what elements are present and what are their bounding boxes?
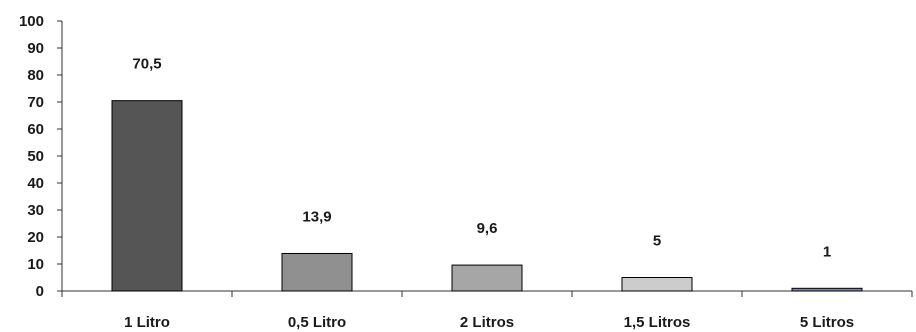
- category-label: 1,5 Litros: [624, 314, 691, 331]
- y-tick-label: 0: [36, 283, 44, 300]
- y-tick-label: 20: [27, 229, 44, 246]
- category-label: 0,5 Litro: [288, 314, 346, 331]
- bar: [621, 277, 693, 292]
- y-tick-label: 90: [27, 40, 44, 57]
- y-tick-label: 30: [27, 202, 44, 219]
- data-label: 70,5: [132, 56, 161, 73]
- data-label: 5: [653, 233, 661, 250]
- bar: [281, 252, 353, 292]
- data-label: 1: [823, 243, 831, 260]
- y-tick-label: 60: [27, 121, 44, 138]
- category-label: 5 Litros: [800, 314, 854, 331]
- category-label: 2 Litros: [460, 314, 514, 331]
- data-label: 9,6: [477, 220, 498, 237]
- category-label: 1 Litro: [124, 314, 170, 331]
- y-tick-label: 80: [27, 67, 44, 84]
- y-tick-label: 70: [27, 94, 44, 111]
- y-tick-label: 50: [27, 148, 44, 165]
- bars: [111, 100, 863, 292]
- data-labels: 70,5 13,9 9,6 5 1: [132, 56, 831, 261]
- bar: [451, 264, 523, 292]
- x-axis: [61, 290, 913, 297]
- bar: [791, 287, 863, 292]
- y-tick-label: 40: [27, 175, 44, 192]
- bar: [111, 100, 183, 292]
- data-label: 13,9: [302, 208, 331, 225]
- y-tick-label: 100: [19, 13, 44, 30]
- y-tick-label: 10: [27, 256, 44, 273]
- category-labels: 1 Litro 0,5 Litro 2 Litros 1,5 Litros 5 Litr…: [124, 314, 854, 331]
- y-axis: 0 10 20 30 40 50 60 70 80 90 100: [19, 13, 63, 300]
